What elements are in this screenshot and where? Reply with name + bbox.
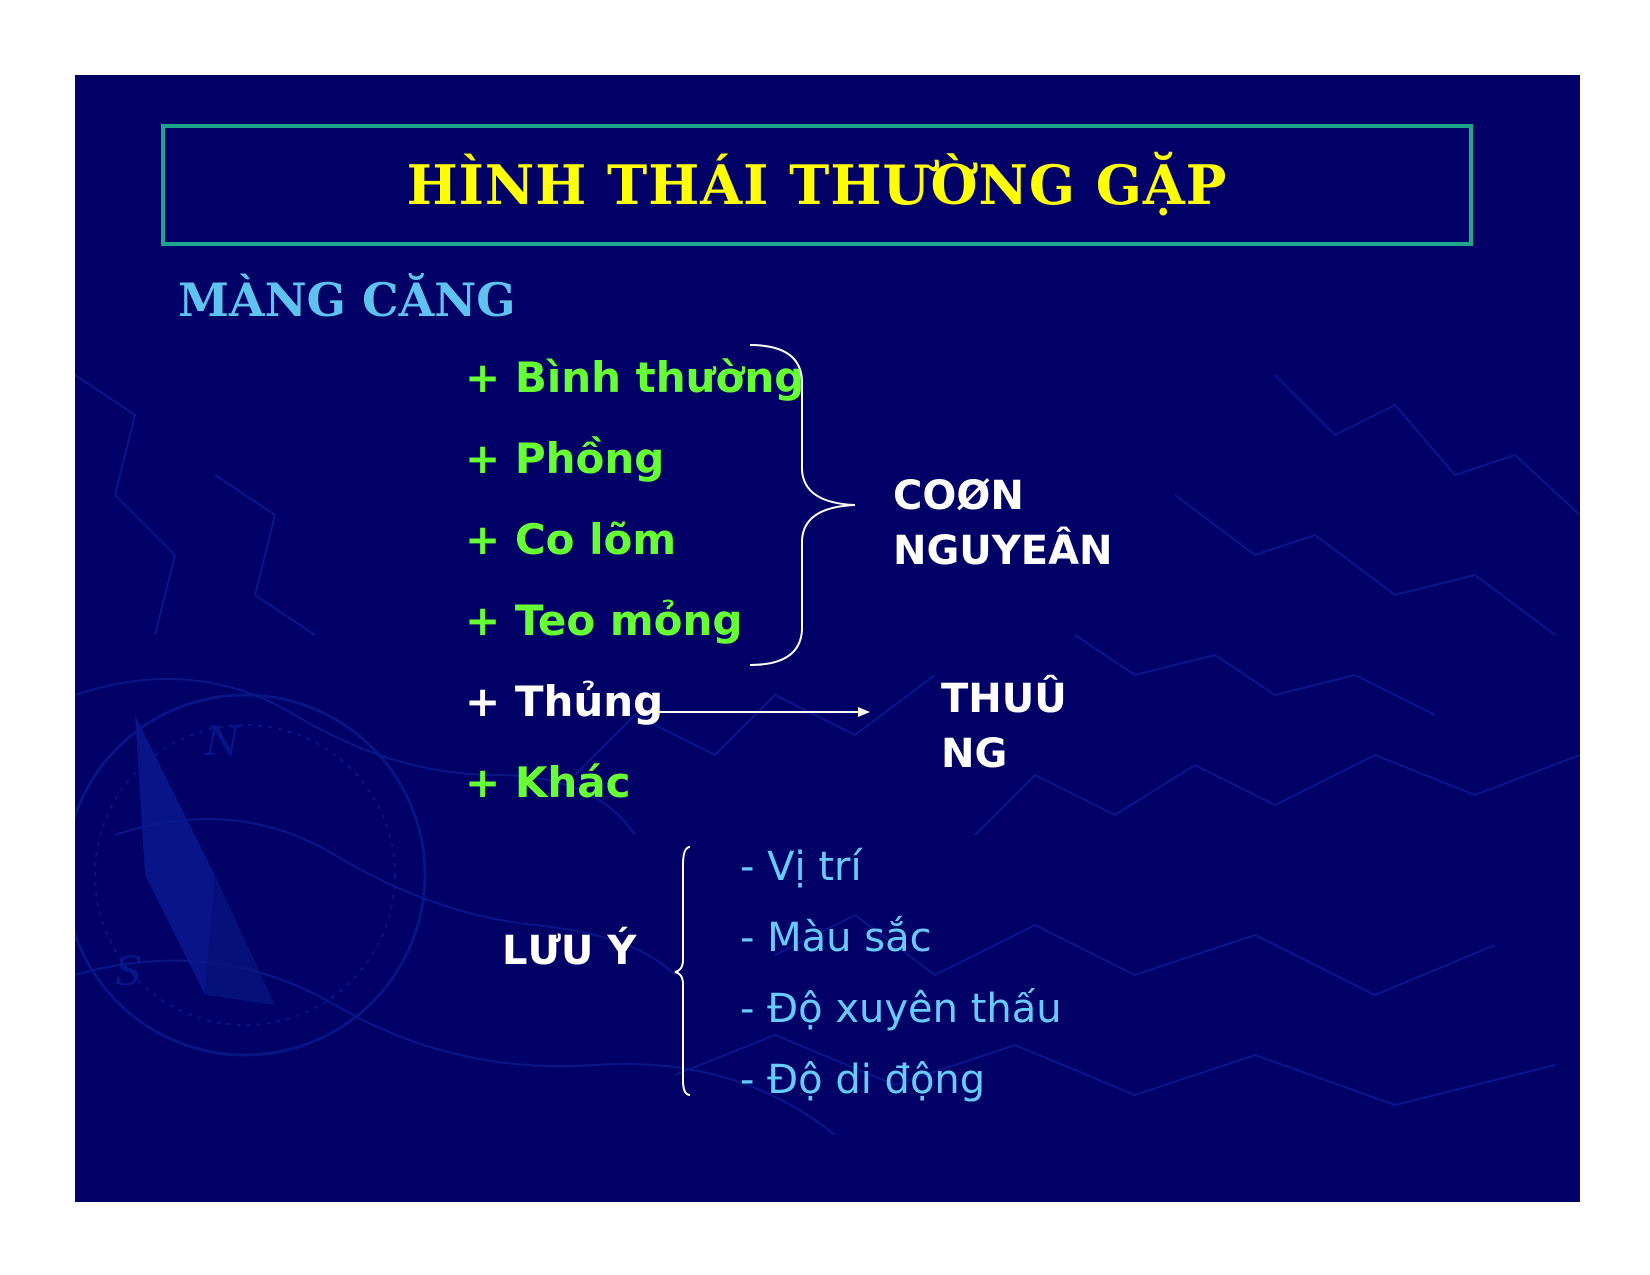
perforation-label-line1: THUÛ [941,676,1067,722]
intact-label-line1: COØN [893,473,1024,519]
map-background-pattern: N S [75,374,1580,1136]
item-normal: + Bình thường [465,353,805,402]
intact-label-line2: NGUYEÂN [893,528,1113,574]
slide: N S HÌNH THÁI THƯỜNG GẶP MÀNG CĂNG + Bìn… [75,75,1580,1202]
item-perforated: + Thủng [465,677,664,726]
item-thinned: + Teo mỏng [465,596,743,645]
item-other: + Khác [465,758,631,807]
note-mobility: - Độ di động [740,1057,986,1103]
perforation-label-line2: NG [941,731,1008,777]
note-translucency: - Độ xuyên thấu [740,986,1062,1032]
note-position: - Vị trí [740,844,862,890]
item-retracted: + Co lõm [465,515,677,564]
slide-title: HÌNH THÁI THƯỜNG GẶP [406,153,1228,217]
compass-rose: N S [75,693,427,1057]
item-bulging: + Phồng [465,434,665,483]
svg-text:S: S [115,949,142,995]
intact-label: COØN NGUYEÂN [893,469,1113,579]
note-color: - Màu sắc [740,915,932,961]
svg-text:N: N [204,719,242,765]
note-label: LƯU Ý [502,928,637,974]
title-frame: HÌNH THÁI THƯỜNG GẶP [161,124,1473,246]
perforation-label: THUÛ NG [941,672,1067,782]
section-heading: MÀNG CĂNG [178,273,516,327]
